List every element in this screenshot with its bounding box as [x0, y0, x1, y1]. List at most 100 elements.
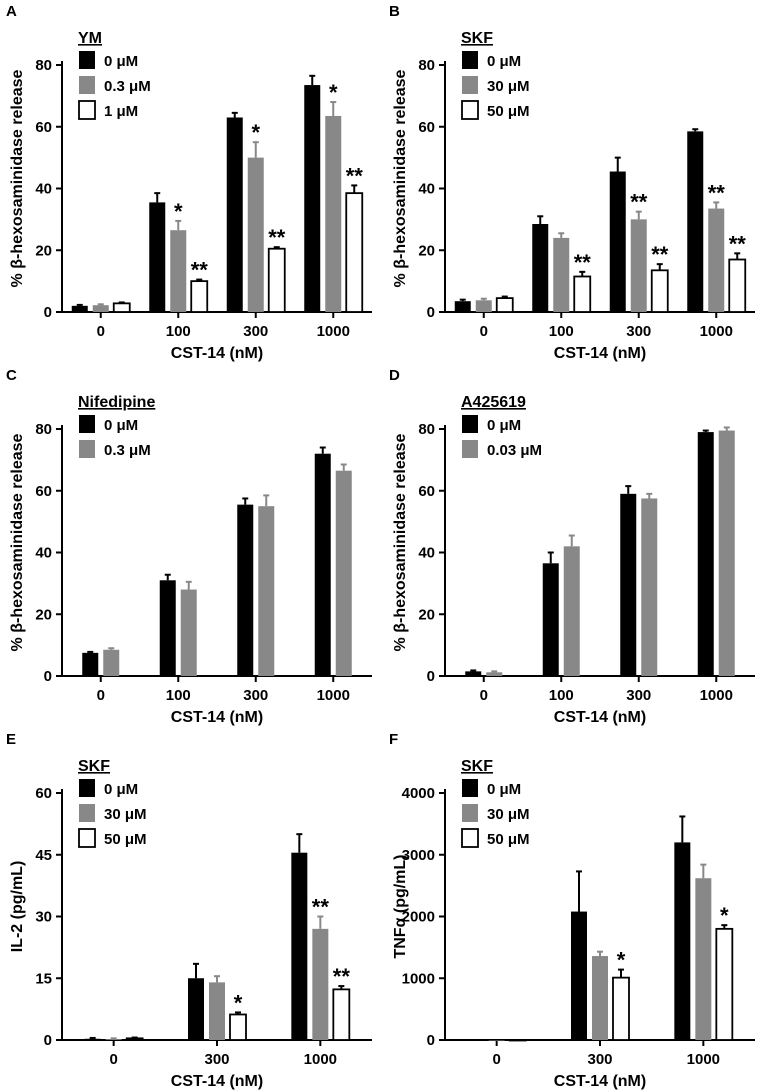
x-tick-label: 1000	[304, 1051, 337, 1068]
bar	[475, 300, 492, 312]
panel-letter: E	[6, 731, 16, 748]
chart-f: F TNFα (pg/mL) 0 1000 2000 3000 4000 0 300 * 1000 *…	[389, 731, 755, 1090]
bar	[103, 649, 120, 676]
panel-letter: B	[389, 3, 400, 20]
x-tick-label: 1000	[317, 323, 350, 340]
y-tick-label: 0	[44, 668, 52, 685]
bar	[335, 470, 352, 676]
legend-swatch	[462, 804, 478, 822]
legend-swatch	[79, 51, 95, 69]
bar	[563, 546, 580, 676]
x-tick-label: 300	[204, 1051, 229, 1068]
bar	[180, 589, 197, 676]
legend-label: 50 μM	[487, 103, 530, 120]
bar	[687, 131, 704, 312]
bar	[82, 652, 99, 676]
significance-label: *	[234, 990, 243, 1015]
bar	[592, 956, 608, 1040]
legend-label: 0 μM	[104, 781, 138, 798]
legend-label: 0.3 μM	[104, 442, 151, 459]
y-tick-label: 15	[35, 970, 52, 987]
y-axis-title: % β-hexosaminidase release	[9, 69, 26, 287]
x-tick-label: 100	[166, 323, 191, 340]
legend-swatch	[79, 415, 95, 433]
y-tick-label: 45	[35, 847, 52, 864]
legend-label: 30 μM	[104, 806, 147, 823]
x-tick-label: 0	[480, 687, 488, 704]
bar	[553, 237, 570, 312]
significance-label: **	[574, 250, 592, 275]
y-axis-title: % β-hexosaminidase release	[392, 433, 409, 651]
bar	[532, 224, 549, 312]
bar	[715, 927, 734, 1041]
y-tick-label: 80	[35, 57, 52, 74]
chart-a: A % β-hexosaminidase release 0 20 40 60 80 0 100…	[6, 3, 372, 362]
legend-swatch	[462, 440, 478, 458]
y-tick-label: 80	[418, 421, 435, 438]
x-tick-label: 300	[243, 687, 268, 704]
significance-label: **	[333, 964, 351, 989]
bar	[488, 1040, 505, 1041]
bar	[508, 1039, 527, 1042]
significance-label: *	[174, 199, 183, 224]
legend-swatch	[79, 76, 95, 94]
y-tick-label: 40	[35, 545, 52, 562]
bar	[267, 247, 286, 313]
y-tick-label: 20	[35, 242, 52, 259]
x-axis-title: CST-14 (nM)	[171, 709, 263, 726]
x-axis-title: CST-14 (nM)	[171, 1073, 263, 1090]
bar	[209, 982, 225, 1040]
panel-letter: A	[6, 3, 17, 20]
bar	[573, 275, 592, 313]
x-tick-label: 1000	[700, 687, 733, 704]
bar	[325, 115, 342, 312]
bar	[332, 988, 351, 1041]
legend-swatch	[461, 100, 479, 120]
legend-swatch	[462, 415, 478, 433]
y-tick-label: 0	[427, 304, 435, 321]
legend-swatch	[462, 51, 478, 69]
bar	[190, 280, 209, 313]
bar	[465, 671, 482, 676]
legend-label: 0 μM	[487, 781, 521, 798]
y-axis-title: IL-2 (pg/mL)	[9, 861, 26, 953]
bar	[612, 976, 630, 1041]
significance-label: **	[729, 231, 747, 256]
y-tick-label: 4000	[402, 785, 435, 802]
bar	[247, 157, 264, 312]
legend-swatch	[78, 828, 96, 848]
legend-title: A425619	[461, 394, 526, 411]
bar	[345, 192, 364, 313]
legend-label: 0.03 μM	[487, 442, 542, 459]
bar	[125, 1037, 144, 1041]
bar	[226, 117, 243, 312]
x-tick-label: 1000	[687, 1051, 720, 1068]
y-tick-label: 0	[44, 1032, 52, 1049]
y-tick-label: 0	[44, 304, 52, 321]
y-tick-label: 20	[35, 606, 52, 623]
bar	[92, 305, 109, 312]
x-tick-label: 300	[626, 687, 651, 704]
legend-title: Nifedipine	[78, 394, 155, 411]
legend-swatch	[79, 440, 95, 458]
legend-swatch	[78, 100, 96, 120]
legend-swatch	[462, 779, 478, 797]
bar	[105, 1039, 122, 1040]
x-tick-label: 0	[97, 323, 105, 340]
legend-title: SKF	[461, 30, 493, 47]
bar	[495, 297, 514, 313]
x-tick-label: 0	[492, 1051, 500, 1068]
legend-label: 0 μM	[487, 53, 521, 70]
y-tick-label: 60	[35, 785, 52, 802]
bar	[620, 493, 637, 676]
x-tick-label: 100	[549, 687, 574, 704]
y-tick-label: 0	[427, 668, 435, 685]
significance-label: **	[651, 242, 669, 267]
significance-label: *	[329, 80, 338, 105]
legend-swatch	[79, 804, 95, 822]
chart-e: E IL-2 (pg/mL) 0 15 30 45 60 0 300 * 1000 ** ** CST-1…	[6, 731, 372, 1090]
x-tick-label: 1000	[700, 323, 733, 340]
legend-label: 0.3 μM	[104, 78, 151, 95]
legend-label: 0 μM	[487, 417, 521, 434]
y-tick-label: 40	[418, 545, 435, 562]
